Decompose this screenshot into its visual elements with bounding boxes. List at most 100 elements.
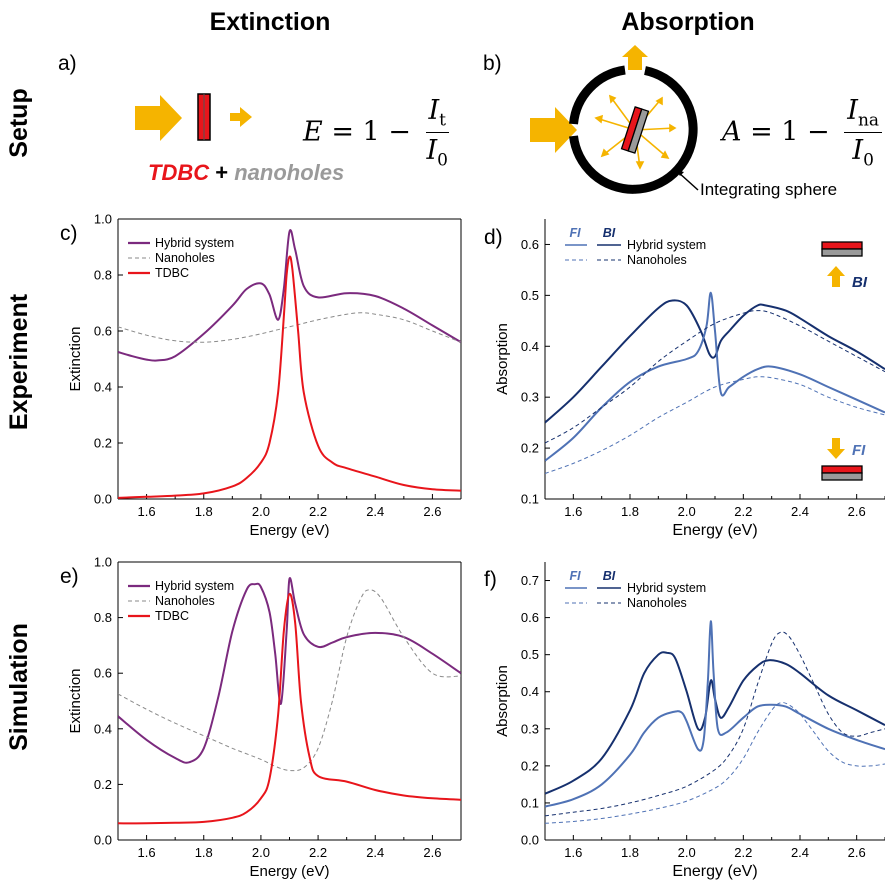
panel-label-e: e) [60,565,79,589]
legend-header-bi: BI [603,226,616,240]
bi-arrow [827,266,845,287]
exit-arrow [622,45,648,70]
x-tick-label: 2.4 [366,504,384,519]
x-tick-label: 1.8 [621,504,639,519]
sample-nanohole-layer [821,472,863,481]
x-tick-label: 2.6 [848,504,866,519]
y-tick-label: 0.3 [521,721,539,736]
y-tick-label: 0.3 [521,390,539,405]
y-tick-label: 0.4 [94,721,112,736]
x-tick-label: 2.0 [678,504,696,519]
y-tick-label: 0.0 [94,492,112,507]
x-axis-label: Energy (eV) [249,863,329,880]
series-line-nanoholes-fi [545,702,885,824]
x-tick-label: 2.2 [309,845,327,860]
y-tick-label: 0.1 [521,492,539,507]
bi-label: BI [852,274,868,291]
series-line-tdbc [118,255,461,499]
x-tick-label: 2.0 [252,845,270,860]
panel-label-d: d) [484,226,503,249]
chart-c: 1.6 1.8 2.0 2.2 2.4 2.6 0.0 0.2 0.4 0.6 0.8 1.0 Ener… [67,212,462,539]
y-tick-label: 0.8 [94,610,112,625]
y-tick-label: 0.2 [521,758,539,773]
series-line-hybrid-system-fi [545,620,885,808]
legend-label: TDBC [155,266,189,280]
legend-label: Hybrid system [627,238,706,252]
series-line-hybrid-system-bi [545,299,885,424]
panel-label-c: c) [60,222,78,245]
sample-tdbc-layer [821,241,863,250]
x-tick-label: 2.0 [678,845,696,860]
x-tick-label: 2.2 [734,504,752,519]
fi-arrow [827,438,845,459]
series-line-hybrid-system [118,577,461,764]
integrating-sphere [569,65,698,194]
y-tick-label: 1.0 [94,555,112,570]
x-tick-label: 2.6 [848,845,866,860]
x-tick-label: 1.6 [564,845,582,860]
y-tick-label: 0.4 [521,339,539,354]
column-title-absorption: Absorption [621,8,755,36]
sample-nanohole-layer [821,248,863,257]
y-tick-label: 0.6 [521,237,539,252]
y-axis-label: Absorption [494,665,511,737]
extinction-equation: E = 1 − It I0 [303,95,450,171]
series-line-hybrid-system-bi [545,651,885,795]
y-tick-label: 0.0 [94,833,112,848]
x-tick-label: 2.2 [309,504,327,519]
x-tick-label: 2.6 [423,504,441,519]
y-tick-label: 0.6 [94,666,112,681]
integrating-sphere-label: Integrating sphere [700,180,838,199]
extinction-setup-diagram [135,93,252,141]
panel-label-a: a) [58,52,77,75]
y-tick-label: 0.0 [521,833,539,848]
panel-label-b: b) [483,52,502,75]
x-tick-label: 1.8 [195,504,213,519]
legend-label: Nanoholes [155,594,215,608]
y-tick-label: 0.1 [521,795,539,810]
x-axis-label: Energy (eV) [672,863,757,880]
chart-e: 1.6 1.8 2.0 2.2 2.4 2.6 0.0 0.2 0.4 0.6 0.8 1.0 Ener… [67,555,462,880]
series-line-tdbc [118,592,461,825]
x-tick-label: 2.0 [252,504,270,519]
series-line-nanoholes-fi [545,376,885,474]
legend-label: Nanoholes [155,251,215,265]
column-title-extinction: Extinction [209,8,331,36]
x-tick-label: 2.4 [366,845,384,860]
legend-label: TDBC [155,609,189,623]
x-tick-label: 1.6 [138,504,156,519]
legend-header-fi: FI [569,226,581,240]
x-tick-label: 2.2 [734,845,752,860]
legend-header-fi: FI [569,569,581,583]
sample-tdbc-layer [821,465,863,474]
chart-d: 1.6 1.8 2.0 2.2 2.4 2.6 0.1 0.2 0.3 0.4 0.5 0.6 Ener… [494,219,885,539]
panel-label-f: f) [484,568,497,591]
x-tick-label: 1.8 [195,845,213,860]
x-tick-label: 2.4 [791,504,809,519]
x-tick-label: 1.6 [138,845,156,860]
x-tick-label: 1.8 [621,845,639,860]
x-tick-label: 2.6 [423,845,441,860]
legend-label: Nanoholes [627,253,687,267]
legend-label: Nanoholes [627,596,687,610]
series-line-nanoholes-bi [545,310,885,444]
x-axis-label: Energy (eV) [249,522,329,539]
series-line-nanoholes-bi [545,631,885,817]
illumination-icons: BI FI [821,241,868,481]
y-axis-label: Absorption [494,323,511,395]
y-tick-label: 1.0 [94,212,112,227]
sample-composition-label: TDBC + nanoholes [148,160,345,185]
legend-label: Hybrid system [155,236,234,250]
absorption-equation: A = 1 − Ina I0 [722,95,883,171]
y-tick-label: 0.2 [94,777,112,792]
y-tick-label: 0.5 [521,288,539,303]
series-line-nanoholes [118,312,461,343]
x-axis-label: Energy (eV) [672,522,757,539]
y-tick-label: 0.4 [521,684,539,699]
y-tick-label: 0.4 [94,380,112,395]
y-axis-label: Extinction [67,668,84,733]
series-line-nanoholes [118,589,461,772]
legend-label: Hybrid system [155,579,234,593]
y-axis-label: Extinction [67,326,84,391]
y-tick-label: 0.6 [94,324,112,339]
